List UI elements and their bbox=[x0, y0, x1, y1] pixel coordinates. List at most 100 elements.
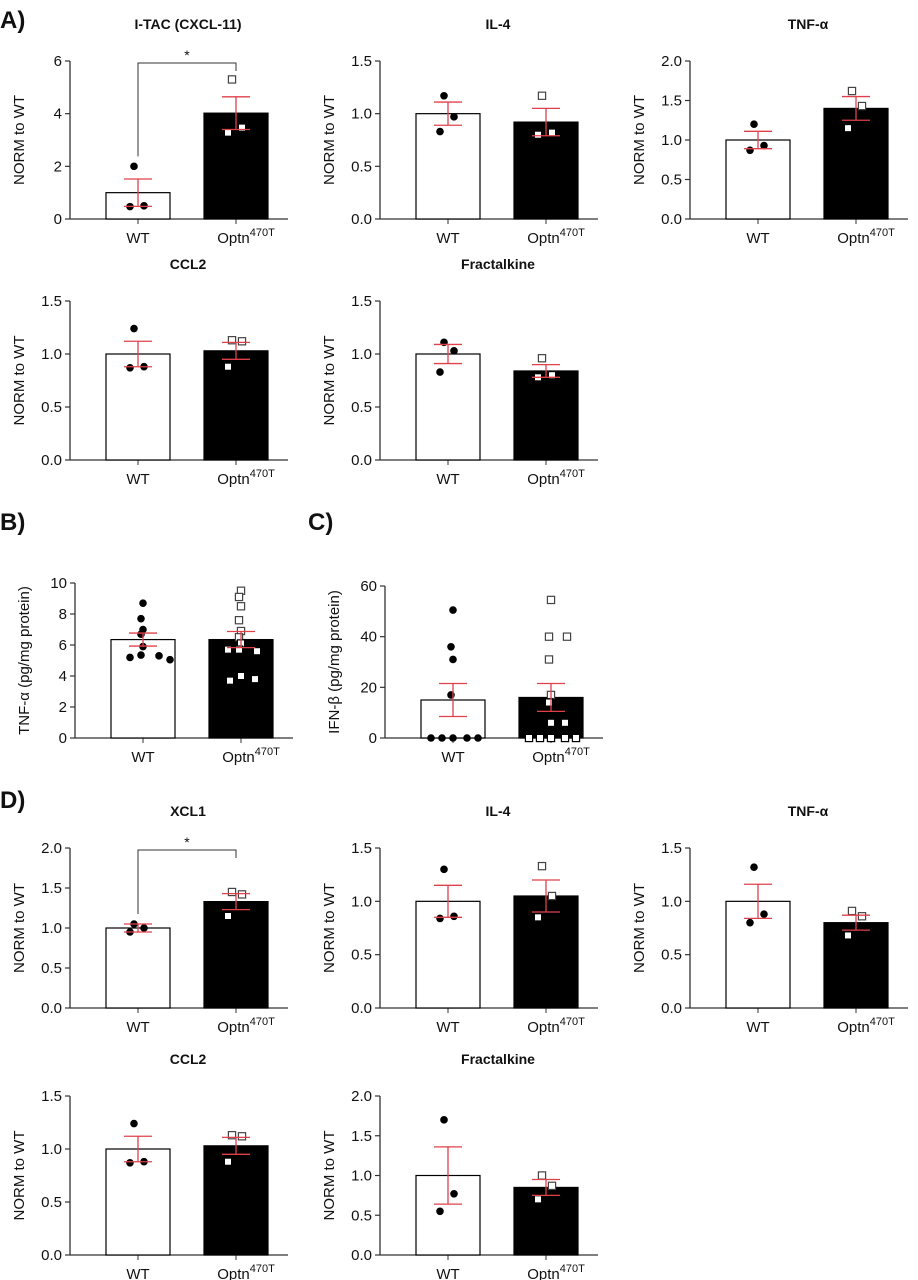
category-name: Optn bbox=[527, 1019, 560, 1036]
y-tick-label: 0.0 bbox=[661, 1000, 682, 1017]
chart-title: XCL1 bbox=[170, 803, 206, 819]
chart-panel: IL-4 NORM to WT 0.0 0.5 1.0 1.5 WT Optn470T bbox=[321, 16, 598, 247]
data-point-wt bbox=[449, 655, 457, 664]
category-name: WT bbox=[436, 1266, 459, 1280]
data-point-wt bbox=[427, 734, 435, 742]
y-axis-label: NORM to WT bbox=[631, 95, 648, 185]
x-tick-label: WT bbox=[126, 1266, 149, 1280]
data-point-wt bbox=[126, 363, 134, 372]
bar-optn bbox=[513, 370, 579, 461]
x-tick-label: Optn470T bbox=[527, 227, 585, 247]
x-tick-label: WT bbox=[126, 230, 149, 247]
data-point-optn bbox=[537, 861, 547, 871]
data-point-wt bbox=[137, 614, 145, 623]
category-name: WT bbox=[746, 230, 769, 247]
data-point-optn bbox=[857, 912, 867, 921]
data-point-optn bbox=[237, 123, 247, 132]
data-point-optn bbox=[533, 130, 543, 139]
category-name: Optn bbox=[527, 230, 560, 247]
data-point-wt bbox=[155, 652, 163, 660]
data-point-optn bbox=[237, 1132, 247, 1141]
category-name: WT bbox=[436, 230, 459, 247]
data-point-optn bbox=[223, 362, 233, 371]
data-point-wt bbox=[438, 734, 446, 742]
y-tick-label: 1.0 bbox=[351, 1168, 372, 1185]
x-tick-label: WT bbox=[131, 749, 154, 766]
data-point-optn bbox=[571, 733, 581, 743]
data-point-wt bbox=[760, 910, 768, 918]
bar-wt bbox=[105, 353, 171, 461]
data-point-optn bbox=[227, 887, 237, 897]
data-point-wt bbox=[474, 734, 482, 742]
chart-panel: Fractalkine NORM to WT 0.0 0.5 1.0 1.5 2.0 WT Op… bbox=[321, 1051, 598, 1280]
panel-label: C) bbox=[308, 509, 333, 536]
y-tick-label: 0.0 bbox=[41, 452, 62, 469]
y-tick-label: 20 bbox=[360, 679, 377, 696]
x-tick-label: Optn470T bbox=[217, 227, 275, 247]
x-tick-label: Optn470T bbox=[527, 1263, 585, 1280]
data-point-optn bbox=[234, 645, 244, 654]
panel-label: B) bbox=[0, 509, 25, 536]
y-tick-label: 40 bbox=[360, 629, 377, 646]
bar-optn bbox=[823, 922, 889, 1009]
bar-wt bbox=[415, 900, 481, 1009]
bar-wt bbox=[415, 113, 481, 220]
data-point-optn bbox=[544, 632, 554, 641]
data-point-wt bbox=[447, 643, 455, 651]
data-point-wt bbox=[440, 1116, 448, 1124]
data-point-wt bbox=[449, 734, 457, 742]
x-tick-label: Optn470T bbox=[527, 468, 585, 488]
x-tick-label: Optn470T bbox=[527, 1016, 585, 1036]
data-point-wt bbox=[750, 120, 758, 128]
data-point-wt bbox=[440, 91, 448, 100]
y-tick-label: 1.0 bbox=[41, 920, 62, 937]
category-superscript: 470T bbox=[560, 468, 585, 480]
y-tick-label: 0 bbox=[59, 730, 67, 747]
y-tick-label: 2 bbox=[59, 699, 67, 716]
bar-optn bbox=[203, 900, 269, 1009]
y-tick-label: 2 bbox=[54, 158, 62, 175]
bar-optn bbox=[203, 350, 269, 461]
y-tick-label: 0.0 bbox=[351, 1247, 372, 1264]
data-point-optn bbox=[547, 891, 557, 901]
data-point-wt bbox=[750, 863, 758, 871]
y-axis-label: NORM to WT bbox=[11, 95, 28, 185]
data-point-wt bbox=[450, 113, 458, 121]
data-point-optn bbox=[847, 86, 857, 96]
y-tick-label: 0.5 bbox=[351, 399, 372, 416]
y-tick-label: 0.5 bbox=[661, 172, 682, 189]
x-tick-label: Optn470T bbox=[222, 746, 280, 766]
data-point-optn bbox=[223, 911, 233, 921]
data-point-optn bbox=[225, 676, 235, 685]
category-name: WT bbox=[131, 749, 154, 766]
chart-panel: TNF-α NORM to WT 0.0 0.5 1.0 1.5 2.0 WT Optn470T bbox=[631, 16, 908, 247]
category-superscript: 470T bbox=[560, 1263, 585, 1275]
y-axis-label: NORM to WT bbox=[11, 1131, 28, 1221]
data-point-optn bbox=[537, 91, 547, 100]
x-tick-label: WT bbox=[126, 471, 149, 488]
data-point-wt bbox=[130, 324, 138, 333]
chart-title: Fractalkine bbox=[461, 1051, 535, 1067]
y-axis-label: NORM to WT bbox=[11, 336, 28, 426]
bar-wt bbox=[105, 1148, 171, 1256]
data-point-wt bbox=[440, 865, 448, 874]
y-tick-label: 1.5 bbox=[351, 1128, 372, 1145]
data-point-optn bbox=[236, 671, 246, 681]
bar-optn bbox=[823, 107, 889, 220]
data-point-optn bbox=[237, 890, 247, 899]
category-name: Optn bbox=[217, 1019, 250, 1036]
y-tick-label: 0.5 bbox=[351, 947, 372, 964]
data-point-optn bbox=[546, 718, 556, 728]
data-point-optn bbox=[227, 336, 237, 345]
x-tick-label: WT bbox=[436, 1266, 459, 1280]
data-point-wt bbox=[450, 1189, 458, 1198]
data-point-optn bbox=[562, 632, 572, 641]
data-point-optn bbox=[857, 101, 867, 111]
data-point-wt bbox=[447, 691, 455, 699]
data-point-wt bbox=[450, 347, 458, 355]
data-point-wt bbox=[137, 630, 145, 638]
category-superscript: 470T bbox=[250, 468, 275, 480]
chart-panel: TNF-α (pg/mg protein) 0 2 4 6 8 10 WT Optn470T bbox=[16, 575, 293, 766]
y-tick-label: 4 bbox=[59, 668, 67, 685]
y-tick-label: 2.0 bbox=[351, 1088, 372, 1105]
